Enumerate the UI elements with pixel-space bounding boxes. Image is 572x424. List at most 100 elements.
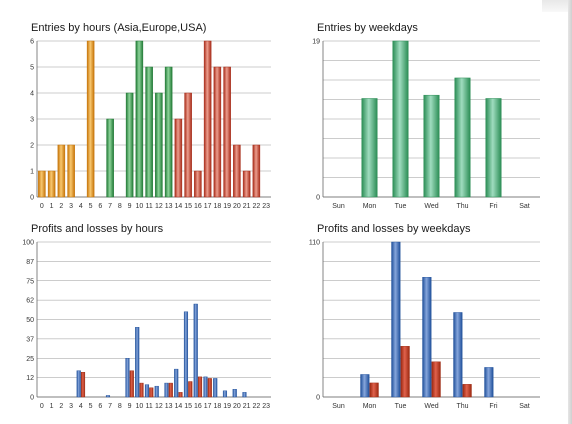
bar — [213, 66, 222, 198]
x-tick-label: Sat — [519, 203, 530, 210]
x-tick-label: 10 — [135, 403, 143, 410]
bar — [86, 40, 95, 198]
bar-profit — [154, 385, 159, 398]
y-tick-label: 50 — [26, 317, 34, 324]
x-tick-label: 13 — [165, 403, 173, 410]
bar-loss — [129, 370, 134, 398]
bar-loss — [149, 387, 154, 398]
x-tick-label: 15 — [184, 203, 192, 210]
bar-profit — [484, 367, 494, 398]
y-tick-label: 4 — [30, 91, 34, 98]
window-corner — [542, 0, 572, 12]
bar — [57, 144, 66, 198]
chart-title: Profits and losses by hours — [31, 223, 164, 235]
bar-loss — [431, 361, 441, 398]
bar-profit — [174, 368, 179, 398]
y-tick-label: 110 — [309, 240, 320, 247]
bar-profit — [144, 384, 150, 398]
bar-profit — [76, 370, 81, 398]
x-tick-label: 4 — [79, 403, 83, 410]
y-tick-label: 6 — [30, 39, 34, 46]
x-tick-label: 3 — [69, 203, 73, 210]
bar — [38, 170, 46, 198]
chart-profits-losses-by-weekdays: Profits and losses by weekdays 110 0 Sun Mo… — [309, 223, 547, 419]
bar — [233, 144, 241, 198]
x-tick-label: 2 — [59, 203, 63, 210]
bar — [106, 118, 114, 198]
x-tick-label: Wed — [424, 403, 438, 410]
x-tick-label: Sat — [519, 403, 530, 410]
x-tick-label: 6 — [98, 203, 102, 210]
bar — [164, 66, 173, 198]
x-tick-label: 11 — [145, 203, 152, 210]
bar — [47, 170, 56, 198]
bar-loss — [168, 382, 173, 398]
bar — [454, 77, 471, 198]
bar — [223, 66, 231, 198]
bar — [67, 144, 75, 198]
x-tick-label: 12 — [155, 403, 163, 410]
x-tick-label: 22 — [252, 203, 260, 210]
bar — [485, 98, 502, 198]
y-tick-label: 1 — [30, 169, 34, 176]
bar-profit — [193, 303, 198, 398]
x-tick-label: Wed — [424, 203, 438, 210]
y-tick-label: 5 — [30, 65, 34, 72]
x-tick-label: 5 — [89, 403, 93, 410]
bar — [184, 92, 192, 198]
y-tick-label: 12 — [26, 375, 34, 382]
bar-loss — [207, 378, 212, 398]
x-tick-label: 8 — [118, 403, 122, 410]
x-tick-label: 18 — [213, 403, 221, 410]
x-tick-label: Sun — [332, 203, 345, 210]
bar — [361, 98, 378, 198]
x-tick-label: 1 — [50, 203, 54, 210]
x-tick-label: Thu — [456, 203, 468, 210]
x-tick-label: 3 — [69, 403, 73, 410]
y-tick-label: 0 — [316, 195, 320, 202]
bar-loss — [80, 371, 86, 398]
y-tick-label: 75 — [26, 278, 34, 285]
x-tick-label: 20 — [233, 403, 241, 410]
x-tick-label: Fri — [489, 403, 498, 410]
bar — [135, 40, 144, 198]
x-tick-label: 17 — [204, 403, 212, 410]
bar-profit — [164, 382, 169, 398]
bar-profit — [232, 389, 237, 398]
x-tick-label: Sun — [332, 403, 345, 410]
bar-profit — [135, 327, 140, 398]
bar — [203, 40, 212, 198]
x-tick-label: 17 — [204, 203, 212, 210]
x-tick-label: Mon — [363, 203, 377, 210]
y-tick-label: 19 — [312, 39, 320, 46]
x-tick-label: 4 — [79, 203, 83, 210]
bar — [174, 118, 183, 198]
bar — [125, 92, 134, 198]
x-tick-label: 9 — [128, 203, 132, 210]
y-tick-label: 3 — [30, 117, 34, 124]
bar — [423, 94, 440, 198]
chart-entries-by-weekdays: Entries by weekdays 19 0 Sun Mon Tue Wed Thu Fr… — [312, 22, 547, 218]
x-tick-label: Fri — [489, 203, 498, 210]
x-tick-label: 0 — [40, 403, 44, 410]
chart-svg: 110 0 Sun Mon Tue Wed Thu Fri Sat — [309, 240, 540, 410]
bar — [155, 92, 163, 198]
x-tick-label: 23 — [262, 403, 270, 410]
bar — [194, 170, 202, 198]
x-tick-label: 22 — [252, 403, 260, 410]
chart-profits-losses-by-hours: Profits and losses by hours 100 87 75 62 50 3… — [22, 223, 277, 419]
y-tick-label: 100 — [22, 240, 34, 247]
x-tick-label: 21 — [243, 403, 251, 410]
window-scrollbar[interactable] — [568, 0, 572, 424]
bar — [242, 170, 251, 198]
bar-profit — [453, 312, 463, 398]
x-tick-label: 5 — [89, 203, 93, 210]
x-tick-label: Tue — [395, 403, 407, 410]
chart-title: Profits and losses by weekdays — [317, 223, 471, 235]
y-tick-label: 0 — [30, 395, 34, 402]
bar-loss — [197, 376, 203, 398]
x-tick-label: 19 — [223, 203, 231, 210]
bar-profit — [391, 241, 401, 398]
